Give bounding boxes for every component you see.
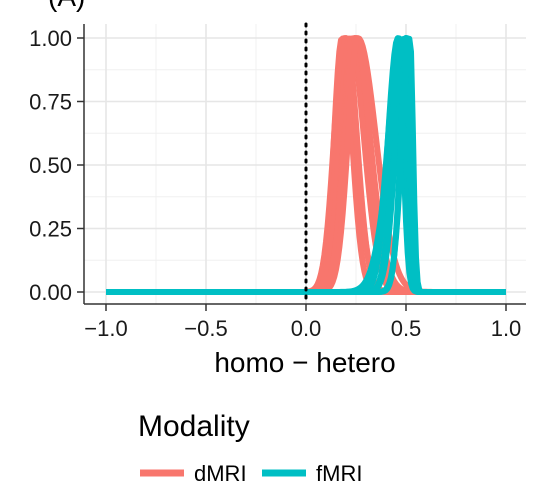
legend-item-fmri: fMRI	[262, 461, 362, 486]
fmri-density-curve	[104, 35, 508, 295]
legend-title: Modality	[138, 410, 250, 443]
x-tick-label: 1.0	[491, 316, 522, 341]
x-tick-label: −1.0	[84, 316, 127, 341]
legend-item-dmri: dMRI	[140, 461, 247, 486]
x-tick-label: 0.0	[291, 316, 322, 341]
panel-label: (A)	[48, 0, 85, 12]
y-tick-label: 0.75	[29, 90, 72, 115]
plot-area	[104, 35, 508, 295]
legend-label-dmri: dMRI	[194, 461, 247, 486]
legend-label-fmri: fMRI	[316, 461, 362, 486]
y-tick-label: 0.50	[29, 153, 72, 178]
x-axis-title: homo − hetero	[214, 347, 395, 378]
y-tick-label: 0.00	[29, 280, 72, 305]
legend: Modality dMRI fMRI	[138, 410, 362, 486]
axes: −1.0 −0.5 0.0 0.5 1.0 0.00 0.25 0.50 0.75 1.00	[29, 24, 526, 341]
y-tick-label: 1.00	[29, 26, 72, 51]
y-tick-label: 0.25	[29, 217, 72, 242]
x-tick-label: −0.5	[184, 316, 227, 341]
x-tick-label: 0.5	[391, 316, 422, 341]
